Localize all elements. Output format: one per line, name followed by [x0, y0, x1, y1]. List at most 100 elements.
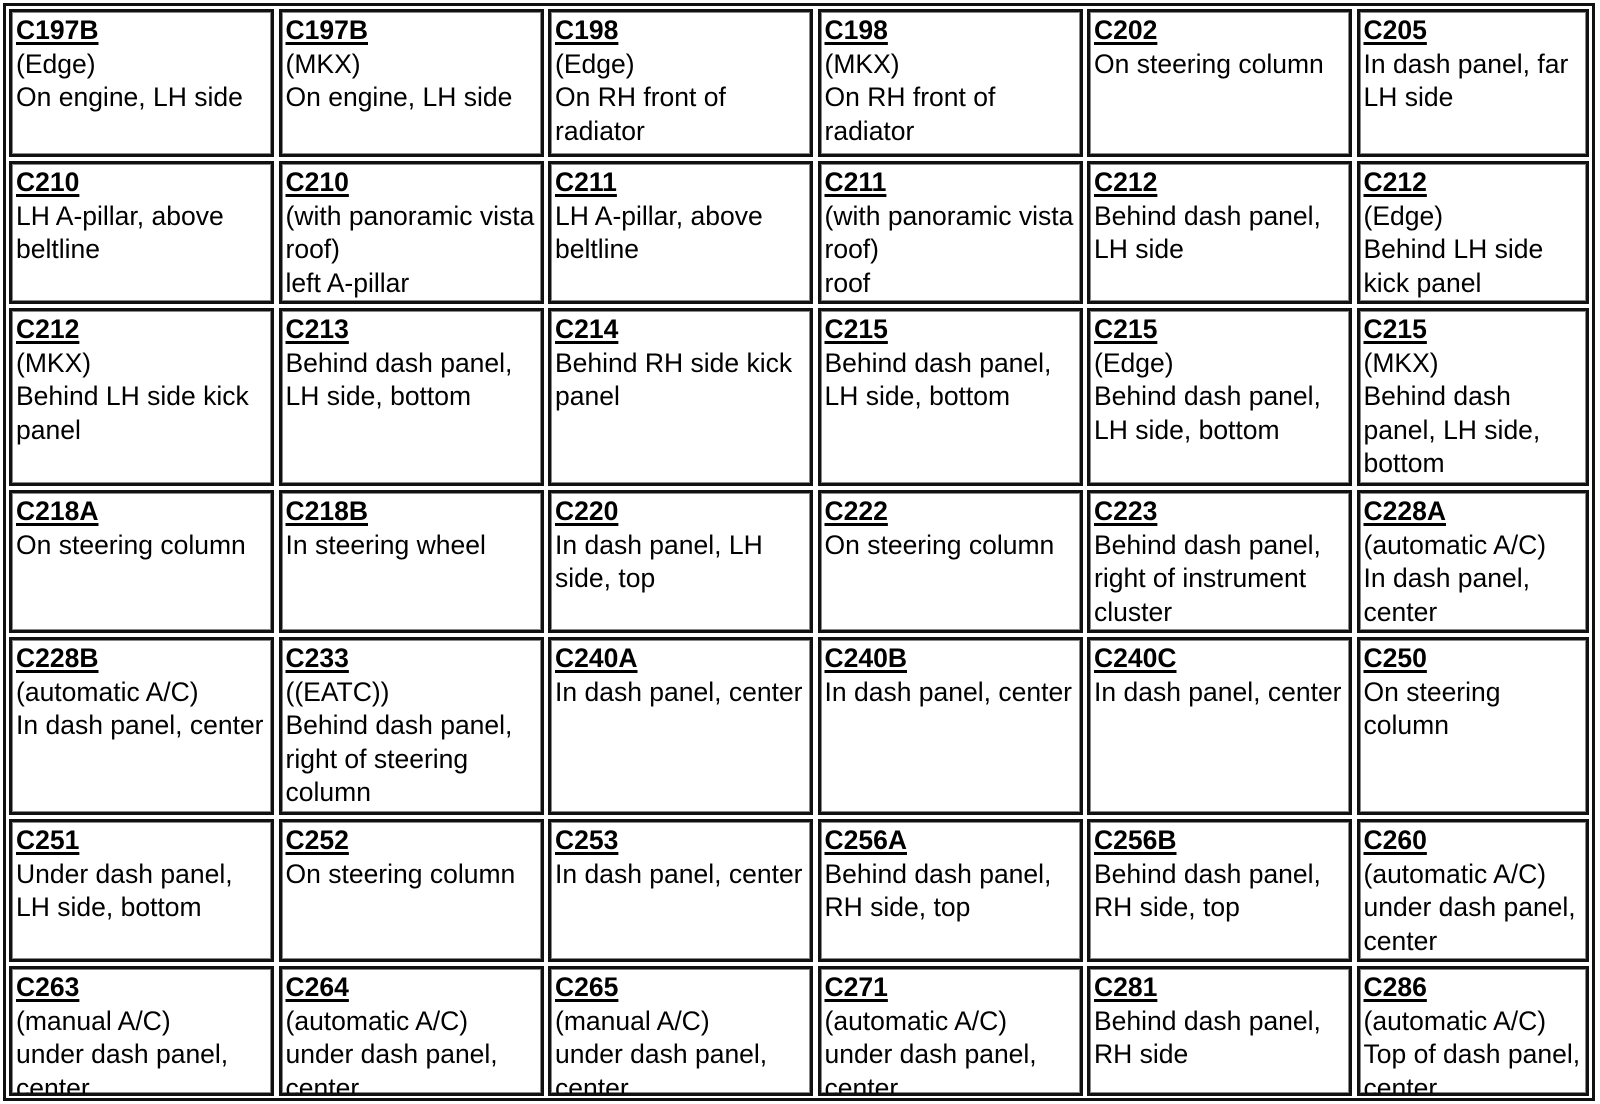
connector-location-text: (MKX)	[1363, 347, 1439, 378]
connector-cell: C286 (automatic A/C) Top of dash panel, ce…	[1356, 966, 1589, 1096]
connector-id-link[interactable]: C215	[1363, 314, 1427, 344]
connector-location-text: On steering column	[1363, 676, 1501, 741]
connector-location-text: ((EATC))	[285, 676, 390, 707]
connector-location-text: Top of dash panel, center	[1363, 1039, 1581, 1096]
connector-cell: C213 Behind dash panel, LH side, bottom	[278, 308, 544, 486]
connector-cell: C218B In steering wheel	[278, 490, 544, 633]
connector-location-text: (manual A/C)	[16, 1005, 171, 1036]
connector-cell: C263 (manual A/C) under dash panel, center	[9, 966, 274, 1096]
connector-id-link[interactable]: C212	[16, 314, 80, 344]
connector-id-link[interactable]: C240B	[824, 643, 908, 673]
connector-location-text: (Edge)	[16, 48, 96, 79]
connector-location-text: Under dash panel, LH side, bottom	[16, 858, 233, 923]
connector-id-link[interactable]: C264	[285, 972, 349, 1002]
connector-location-text: Behind LH side kick panel	[16, 381, 249, 445]
connector-id-link[interactable]: C205	[1363, 15, 1427, 45]
connector-id-link[interactable]: C211	[824, 167, 887, 197]
connector-cell: C215 (Edge) Behind dash panel, LH side, bo…	[1087, 308, 1352, 486]
connector-location-text: In dash panel, center	[555, 676, 803, 707]
connector-id-link[interactable]: C263	[16, 972, 80, 1002]
connector-id-link[interactable]: C260	[1363, 825, 1427, 855]
connector-id-link[interactable]: C215	[824, 314, 888, 344]
connector-id-link[interactable]: C250	[1363, 643, 1427, 673]
connector-id-link[interactable]: C197B	[285, 15, 369, 45]
connector-location-text: In dash panel, center	[1094, 676, 1342, 707]
connector-cell: C202 On steering column	[1087, 9, 1352, 157]
connector-cell: C240A In dash panel, center	[548, 637, 813, 815]
connector-id-link[interactable]: C202	[1094, 15, 1158, 45]
connector-location-text: Behind LH side kick panel	[1363, 234, 1544, 298]
connector-id-link[interactable]: C256B	[1094, 825, 1177, 855]
connector-id-link[interactable]: C211	[555, 167, 617, 197]
connector-location-text: On engine, LH side	[285, 82, 513, 112]
connector-cell: C228B (automatic A/C) In dash panel, cente…	[9, 637, 274, 815]
connector-location-text: (automatic A/C)	[1363, 858, 1547, 889]
connector-location-text: (MKX)	[16, 347, 92, 378]
connector-location-text: under dash panel, center	[285, 1039, 498, 1096]
connector-id-link[interactable]: C222	[824, 496, 888, 526]
connector-id-link[interactable]: C228A	[1363, 496, 1447, 526]
connector-location-text: LH A-pillar, above beltline	[555, 200, 763, 265]
connector-id-link[interactable]: C256A	[824, 825, 908, 855]
connector-id-link[interactable]: C286	[1363, 972, 1427, 1002]
connector-location-text: On steering column	[16, 529, 246, 560]
connector-id-link[interactable]: C198	[824, 15, 888, 45]
connector-id-link[interactable]: C218A	[16, 496, 99, 526]
connector-location-text: under dash panel, center	[1363, 892, 1576, 956]
connector-id-link[interactable]: C212	[1094, 167, 1158, 197]
connector-location-text: under dash panel, center	[824, 1039, 1037, 1096]
connector-id-link[interactable]: C252	[285, 825, 349, 855]
connector-cell: C197B (Edge) On engine, LH side	[9, 9, 274, 157]
connector-id-link[interactable]: C215	[1094, 314, 1158, 344]
connector-id-link[interactable]: C212	[1363, 167, 1427, 197]
connector-cell: C271 (automatic A/C) under dash panel, cen…	[817, 966, 1083, 1096]
connector-cell: C256B Behind dash panel, RH side, top	[1087, 819, 1352, 962]
connector-cell: C223 Behind dash panel, right of instrume…	[1087, 490, 1352, 633]
connector-location-text: (with panoramic vista roof)	[824, 200, 1074, 265]
connector-id-link[interactable]: C281	[1094, 972, 1158, 1002]
connector-cell: C265 (manual A/C) under dash panel, center	[548, 966, 813, 1096]
connector-id-link[interactable]: C233	[285, 643, 349, 673]
connector-cell: C198 (Edge) On RH front of radiator	[548, 9, 813, 157]
connector-location-text: Behind dash panel, LH side	[1094, 200, 1321, 265]
connector-id-link[interactable]: C253	[555, 825, 619, 855]
connector-id-link[interactable]: C210	[285, 167, 349, 197]
connector-cell: C212 Behind dash panel, LH side	[1087, 161, 1352, 304]
connector-location-text: In dash panel, LH side, top	[555, 529, 763, 594]
connector-location-text: (MKX)	[285, 48, 361, 79]
connector-id-link[interactable]: C228B	[16, 643, 99, 673]
connector-location-text: LH A-pillar, above beltline	[16, 200, 224, 265]
connector-location-text: In dash panel, center	[1363, 563, 1531, 627]
connector-location-text: (automatic A/C)	[824, 1005, 1008, 1036]
connector-location-text: Behind dash panel, RH side, top	[824, 858, 1052, 923]
connector-cell: C211 (with panoramic vista roof) roof	[817, 161, 1083, 304]
connector-location-text: under dash panel, center	[16, 1039, 229, 1096]
connector-id-link[interactable]: C218B	[285, 496, 369, 526]
connector-cell: C212 (MKX) Behind LH side kick panel	[9, 308, 274, 486]
connector-location-text: Behind dash panel, right of steering col…	[285, 710, 513, 807]
connector-location-text: (manual A/C)	[555, 1005, 710, 1036]
connector-cell: C210 LH A-pillar, above beltline	[9, 161, 274, 304]
connector-id-link[interactable]: C214	[555, 314, 619, 344]
connector-id-link[interactable]: C271	[824, 972, 888, 1002]
connector-location-text: Behind dash panel, LH side, bottom	[1363, 381, 1541, 478]
connector-id-link[interactable]: C240A	[555, 643, 638, 673]
connector-location-text: Behind dash panel, right of instrument c…	[1094, 529, 1321, 627]
connector-id-link[interactable]: C220	[555, 496, 619, 526]
connector-cell: C198 (MKX) On RH front of radiator	[817, 9, 1083, 157]
connector-id-link[interactable]: C251	[16, 825, 80, 855]
connector-cell: C222 On steering column	[817, 490, 1083, 633]
connector-location-text: In dash panel, center	[16, 710, 264, 740]
connector-location-text: left A-pillar	[285, 267, 410, 298]
connector-id-link[interactable]: C210	[16, 167, 80, 197]
connector-id-link[interactable]: C197B	[16, 15, 99, 45]
connector-id-link[interactable]: C265	[555, 972, 619, 1002]
connector-id-link[interactable]: C198	[555, 15, 619, 45]
connector-id-link[interactable]: C223	[1094, 496, 1158, 526]
connector-cell: C281 Behind dash panel, RH side	[1087, 966, 1352, 1096]
connector-location-text: On steering column	[824, 529, 1055, 560]
connector-id-link[interactable]: C240C	[1094, 643, 1177, 673]
connector-id-link[interactable]: C213	[285, 314, 349, 344]
connector-location-text: Behind dash panel, RH side, top	[1094, 858, 1321, 923]
connector-grid: C197B (Edge) On engine, LH side C197B (MKX) O…	[9, 9, 1589, 1096]
